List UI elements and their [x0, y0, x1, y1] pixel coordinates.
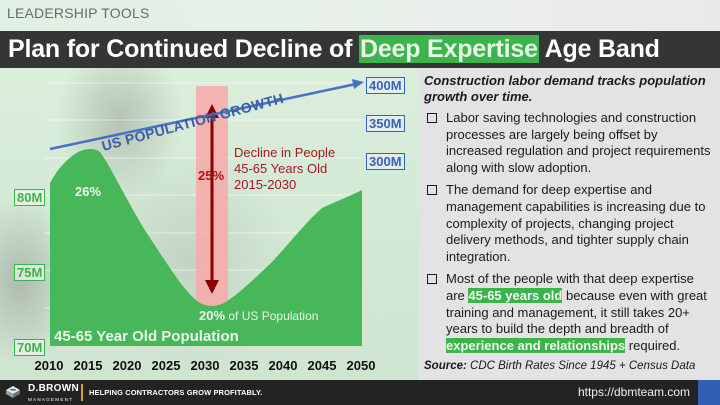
left-axis-tick: 70M [14, 339, 46, 356]
source-text: CDC Birth Rates Since 1945 + Census Data [466, 360, 696, 373]
checkbox-bullet-icon [427, 113, 437, 123]
decline-line-3: 2015-2030 [234, 177, 297, 192]
right-axis-tick: 400M [366, 77, 405, 94]
decline-line-2: 45-65 Years Old [234, 161, 328, 176]
section-kicker: LEADERSHIP TOOLS [7, 5, 150, 21]
highlight-experience: experience and relationships [446, 337, 626, 353]
x-tick: 2015 [73, 358, 103, 373]
dbrown-logo-icon [6, 386, 20, 398]
bullet-item: Labor saving technologies and constructi… [424, 110, 716, 176]
left-axis-tick: 75M [14, 264, 46, 281]
brand-logo: D.BROWN MANAGEMENT [28, 384, 79, 404]
bullet-item: The demand for deep expertise and manage… [424, 182, 716, 265]
title-highlight: Deep Expertise [358, 35, 539, 63]
footer-accent [698, 380, 720, 405]
top-strip [0, 0, 720, 30]
x-tick: 2025 [151, 358, 181, 373]
bullet-text: Most of the people with that deep expert… [446, 271, 694, 303]
website-link[interactable]: https://dbmteam.com [577, 385, 690, 399]
right-axis-tick: 350M [366, 115, 405, 132]
decline-line-1: Decline in People [234, 145, 336, 160]
x-tick: 2010 [34, 358, 64, 373]
population-chart: 400M 350M 300M 80M 75M 70M US POPULATION… [0, 68, 420, 380]
text-panel-background [418, 68, 720, 380]
peak-percent: 26% [75, 184, 102, 199]
x-tick: 2050 [346, 358, 376, 373]
footer-divider [81, 384, 83, 401]
chart-graphics [44, 79, 364, 346]
bullet-item: Most of the people with that deep expert… [424, 271, 716, 354]
highlight-age-range: 45-65 years old [468, 287, 563, 303]
checkbox-bullet-icon [427, 274, 437, 285]
footer-tagline: HELPING CONTRACTORS GROW PROFITABLY. [89, 388, 263, 397]
page-title: Plan for Continued Decline of Deep Exper… [8, 35, 660, 64]
x-tick: 2045 [307, 358, 337, 373]
left-axis-tick: 80M [14, 189, 46, 206]
title-bar: Plan for Continued Decline of Deep Exper… [0, 31, 720, 68]
brand-name: D.BROWN [28, 383, 79, 394]
x-tick: 2020 [112, 358, 142, 373]
title-text-end: Age Band [538, 35, 660, 63]
lead-statement: Construction labor demand tracks populat… [424, 73, 706, 104]
decline-annotation: Decline in People 45-65 Years Old 2015-2… [234, 145, 335, 193]
decline-percent: 25% [198, 168, 225, 183]
right-axis-tick: 300M [366, 153, 405, 170]
bullet-text: Labor saving technologies and constructi… [446, 110, 711, 175]
title-text-start: Plan for Continued Decline of [8, 35, 359, 63]
explanation-panel: Construction labor demand tracks populat… [424, 73, 716, 372]
x-tick: 2035 [229, 358, 259, 373]
population-growth-arrow [49, 79, 364, 151]
x-tick: 2040 [268, 358, 298, 373]
bullet-text: required. [625, 337, 681, 353]
brand-sub: MANAGEMENT [28, 397, 74, 402]
source-label: Source: [424, 360, 467, 373]
trough-annotation: 20% of US Population [199, 308, 318, 323]
bullet-text: The demand for deep expertise and manage… [446, 182, 706, 264]
x-axis-labels: 2010 2015 2020 2025 2030 2035 2040 2045 … [30, 358, 380, 373]
x-tick: 2030 [190, 358, 220, 373]
checkbox-bullet-icon [427, 185, 437, 196]
population-area [50, 149, 362, 346]
footer-bar: D.BROWN MANAGEMENT HELPING CONTRACTORS GR… [0, 380, 720, 405]
bullet-text: because even with great training and man… [446, 287, 707, 337]
area-label: 45-65 Year Old Population [54, 328, 239, 345]
trough-text: of US Population [228, 309, 319, 323]
source-citation: Source: CDC Birth Rates Since 1945 + Cen… [424, 360, 716, 372]
trough-percent: 20% [199, 308, 226, 323]
